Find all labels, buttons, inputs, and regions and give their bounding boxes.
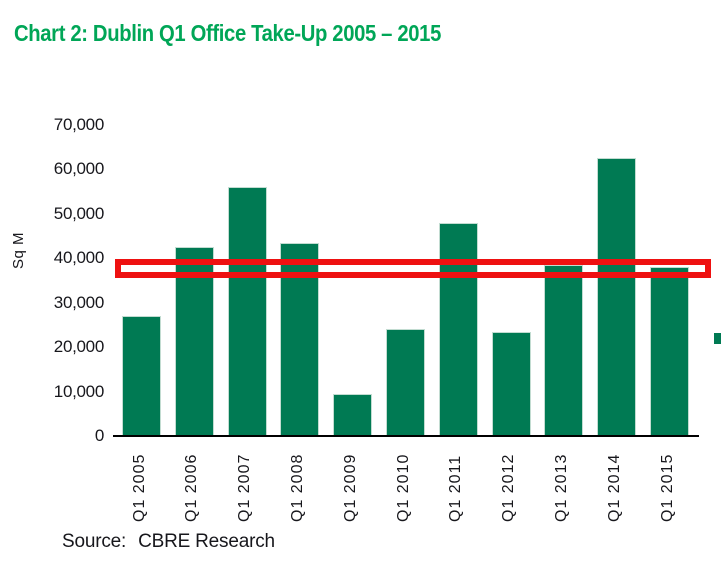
xtick-q1-2013: Q1 2013 [552, 453, 570, 522]
bar-q1-2010 [386, 329, 425, 436]
chart-title: Chart 2: Dublin Q1 Office Take-Up 2005 –… [14, 20, 441, 46]
ytick-60000: 60,000 [53, 159, 105, 179]
bar-q1-2013 [544, 264, 584, 436]
source-line: Source: CBRE Research [62, 531, 275, 553]
bar-q1-2006 [174, 247, 214, 436]
ytick-50000: 50,000 [53, 203, 105, 223]
bar-q1-2005 [122, 316, 161, 436]
ytick-10000: 10,000 [53, 381, 105, 401]
bar-q1-2011 [438, 222, 478, 436]
bar-q1-2015 [650, 267, 689, 436]
y-axis-label: Sq M [10, 231, 27, 269]
bar-q1-2012 [491, 331, 531, 436]
xtick-q1-2012: Q1 2012 [500, 453, 518, 522]
highlight-annotation-box [115, 259, 711, 278]
xtick-q1-2010: Q1 2010 [394, 453, 412, 522]
xtick-q1-2015: Q1 2015 [658, 453, 676, 522]
ytick-20000: 20,000 [53, 337, 105, 357]
xtick-q1-2014: Q1 2014 [605, 453, 623, 522]
cropped-edge-bar-fragment [714, 333, 721, 344]
ytick-30000: 30,000 [53, 292, 105, 312]
xtick-q1-2006: Q1 2006 [183, 453, 201, 522]
xtick-q1-2009: Q1 2009 [341, 453, 359, 522]
ytick-70000: 70,000 [53, 115, 105, 134]
xtick-q1-2005: Q1 2005 [130, 453, 148, 522]
ytick-0: 0 [94, 426, 104, 445]
source-value: CBRE Research [138, 531, 275, 552]
xtick-q1-2007: Q1 2007 [236, 453, 254, 522]
ytick-40000: 40,000 [53, 248, 105, 268]
bar-q1-2009 [333, 393, 373, 436]
x-axis-line [113, 435, 699, 437]
bar-q1-2014 [597, 158, 637, 436]
source-label: Source: [62, 531, 127, 552]
bar-q1-2007 [227, 187, 267, 436]
xtick-q1-2008: Q1 2008 [288, 453, 306, 522]
xtick-q1-2011: Q1 2011 [447, 454, 465, 522]
